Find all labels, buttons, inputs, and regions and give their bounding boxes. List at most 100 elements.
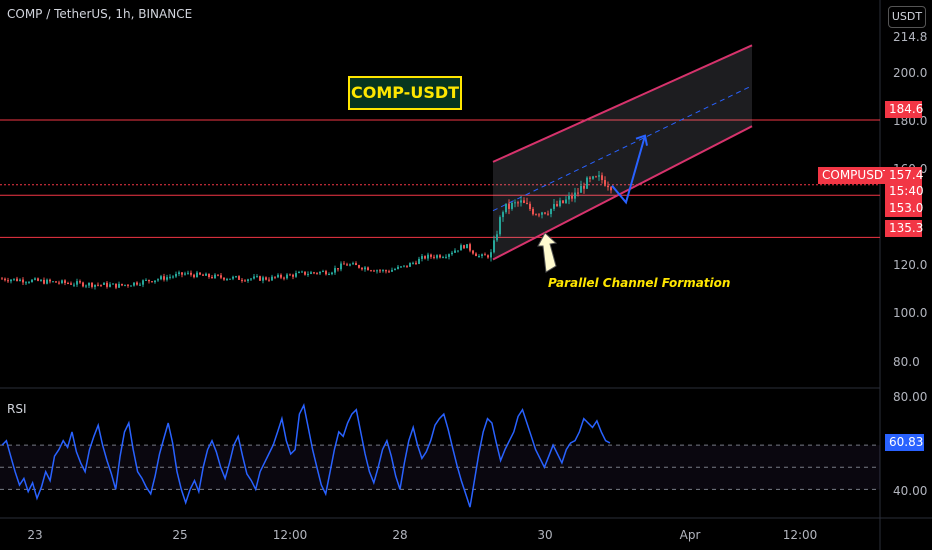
candle <box>154 280 156 283</box>
candle <box>229 278 231 280</box>
candle <box>427 254 429 259</box>
support-price-badge-2: 135.3 <box>885 220 923 237</box>
candle <box>4 278 6 281</box>
candle <box>259 276 261 281</box>
candle <box>451 252 453 255</box>
time-tick: 28 <box>392 528 408 542</box>
candle <box>505 203 507 213</box>
price-tick: 100.0 <box>893 306 928 320</box>
support-price-badge: 153.0 <box>885 200 923 217</box>
candle <box>73 284 75 286</box>
candle <box>385 270 387 272</box>
candle <box>226 278 228 280</box>
candle <box>88 282 90 286</box>
candle <box>91 282 93 287</box>
candle <box>112 283 114 285</box>
rsi-tick: 40.00 <box>893 484 928 498</box>
candle <box>61 280 63 283</box>
candle <box>352 263 354 265</box>
candle <box>277 274 279 278</box>
projection-arrow <box>611 135 646 205</box>
candle <box>421 256 423 259</box>
candle <box>250 278 252 280</box>
candle <box>115 283 117 288</box>
candle <box>592 176 594 179</box>
candle <box>430 254 432 257</box>
candle <box>208 273 210 277</box>
candle <box>598 175 600 177</box>
candle <box>586 177 588 189</box>
candle <box>358 265 360 268</box>
candle <box>190 272 192 275</box>
candle <box>289 274 291 276</box>
candle <box>544 212 546 214</box>
candle <box>82 282 84 287</box>
candle <box>67 282 69 284</box>
candle <box>97 284 99 286</box>
candle <box>481 254 483 256</box>
candle <box>529 203 531 210</box>
candle <box>511 202 513 209</box>
candle <box>295 273 297 277</box>
candle <box>304 271 306 275</box>
candle <box>583 185 585 189</box>
candle <box>475 253 477 257</box>
candle <box>166 277 168 280</box>
candle <box>508 203 510 209</box>
candle <box>568 196 570 200</box>
channel-lower-line <box>492 125 753 261</box>
candle <box>439 255 441 258</box>
candle <box>133 282 135 286</box>
candle <box>274 276 276 278</box>
candle <box>31 279 33 283</box>
candle <box>181 272 183 275</box>
candle <box>22 279 24 283</box>
candle <box>55 281 57 283</box>
candle <box>523 200 525 203</box>
candle <box>187 272 189 274</box>
rsi-label: RSI <box>7 402 27 416</box>
candle <box>571 196 573 199</box>
candle <box>310 272 312 274</box>
candle <box>19 279 21 282</box>
candle <box>94 284 96 287</box>
candle <box>340 263 342 270</box>
time-tick: 12:00 <box>782 528 818 542</box>
candle <box>253 276 255 279</box>
candle <box>541 212 543 215</box>
candle <box>1 278 3 280</box>
candle <box>316 272 318 274</box>
candle <box>463 245 465 249</box>
candle <box>280 274 282 278</box>
candle <box>574 192 576 199</box>
currency-button[interactable]: USDT <box>888 6 926 28</box>
candle <box>394 269 396 271</box>
candle <box>502 212 504 218</box>
candle <box>142 280 144 285</box>
candle <box>478 255 480 257</box>
candle <box>79 281 81 283</box>
candle <box>376 270 378 272</box>
candle <box>43 279 45 284</box>
candle <box>457 250 459 252</box>
candle <box>76 281 78 285</box>
candle <box>148 279 150 282</box>
candle <box>487 255 489 258</box>
candle <box>562 200 564 204</box>
candle <box>124 284 126 286</box>
channel-upper-line <box>492 44 753 163</box>
candle <box>607 185 609 188</box>
candle <box>433 256 435 258</box>
candle <box>343 263 345 265</box>
candle <box>301 271 303 273</box>
candle <box>100 284 102 286</box>
candle <box>58 282 60 284</box>
candle <box>589 177 591 179</box>
candle <box>391 269 393 272</box>
candle <box>256 276 258 278</box>
candle <box>346 264 348 266</box>
price-tick: 120.0 <box>893 258 928 272</box>
candle <box>442 257 444 259</box>
candle <box>313 272 315 274</box>
